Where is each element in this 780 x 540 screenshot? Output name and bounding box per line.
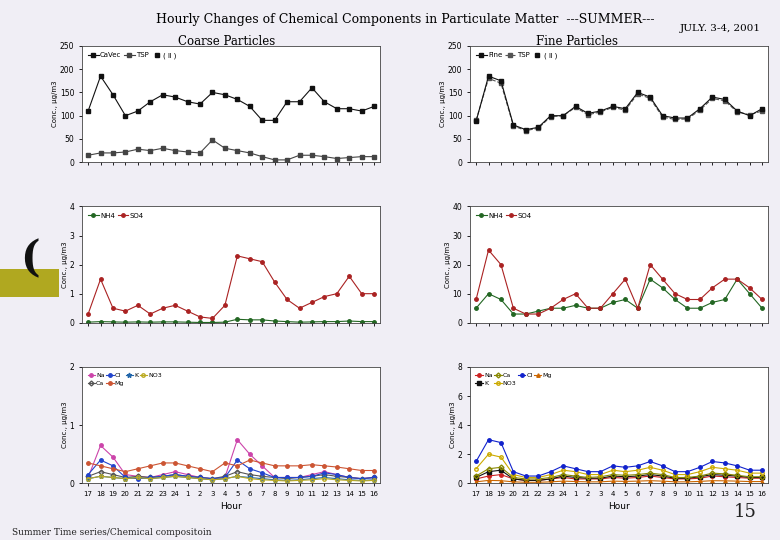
Y-axis label: Conc., μg/m3: Conc., μg/m3	[445, 241, 451, 288]
Text: Summer Time series/Chemical compositoin: Summer Time series/Chemical compositoin	[12, 528, 211, 537]
Legend: Na, Ca, Cl, Mg, K, NO3: Na, Ca, Cl, Mg, K, NO3	[85, 370, 165, 389]
Text: JULY. 3-4, 2001: JULY. 3-4, 2001	[679, 24, 760, 33]
Text: Hourly Changes of Chemical Components in Particulate Matter  ---SUMMER---: Hourly Changes of Chemical Components in…	[156, 14, 655, 26]
Text: (: (	[20, 238, 40, 280]
FancyBboxPatch shape	[0, 269, 58, 297]
Legend: Fine, TSP, ( Ⅱ ): Fine, TSP, ( Ⅱ )	[473, 49, 560, 62]
Legend: Na, K, Ca, NO3, Cl, Mg: Na, K, Ca, NO3, Cl, Mg	[473, 370, 555, 389]
Legend: NH4, SO4: NH4, SO4	[473, 210, 534, 221]
Legend: NH4, SO4: NH4, SO4	[85, 210, 147, 221]
Text: 15: 15	[734, 503, 757, 521]
X-axis label: Hour: Hour	[220, 503, 242, 511]
Y-axis label: Conc., μg/m3: Conc., μg/m3	[62, 241, 68, 288]
Y-axis label: Conc., μg/m3: Conc., μg/m3	[441, 81, 446, 127]
Y-axis label: Conc., μg/m3: Conc., μg/m3	[52, 81, 58, 127]
X-axis label: Hour: Hour	[608, 503, 630, 511]
Text: Fine Particles: Fine Particles	[536, 35, 619, 48]
Legend: CaVec, TSP, ( Ⅱ ): CaVec, TSP, ( Ⅱ )	[85, 49, 179, 62]
Y-axis label: Conc., μg/m3: Conc., μg/m3	[62, 402, 68, 448]
Text: Coarse Particles: Coarse Particles	[178, 35, 275, 48]
Y-axis label: Conc., μg/m3: Conc., μg/m3	[450, 402, 456, 448]
